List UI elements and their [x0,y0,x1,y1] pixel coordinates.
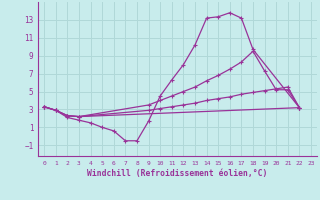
X-axis label: Windchill (Refroidissement éolien,°C): Windchill (Refroidissement éolien,°C) [87,169,268,178]
